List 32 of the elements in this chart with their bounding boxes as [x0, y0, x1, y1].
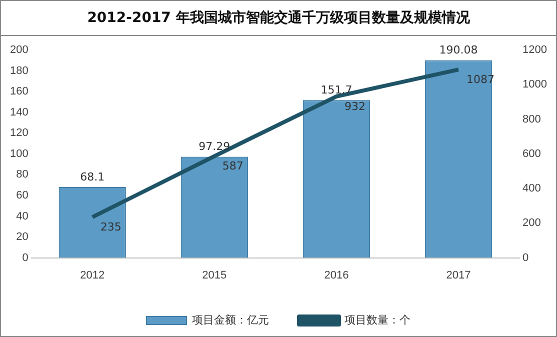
y-tick-label: 40: [16, 210, 28, 222]
y-tick-label: 120: [10, 127, 28, 140]
y2-tick-label: 0: [522, 252, 529, 264]
data-label: 190.08: [439, 44, 478, 57]
legend-label: 项目数量：个: [344, 314, 410, 327]
y-tick-label: 180: [10, 64, 28, 77]
y2-tick-label: 800: [522, 113, 541, 126]
y-tick-label: 0: [22, 252, 28, 264]
y-tick-label: 20: [16, 231, 28, 244]
data-label: 151.7: [320, 84, 352, 97]
x-tick-label: 2017: [446, 269, 471, 282]
y-tick-label: 80: [16, 168, 28, 181]
legend-label: 项目金额：亿元: [192, 314, 269, 327]
y2-tick-label: 1200: [522, 44, 548, 56]
y-tick-label: 140: [10, 106, 28, 118]
x-tick-label: 2012: [80, 269, 105, 282]
y-tick-label: 60: [16, 189, 28, 202]
y2-tick-label: 200: [522, 217, 541, 230]
data-label: 235: [100, 220, 122, 234]
data-label: 97.29: [198, 140, 230, 154]
x-tick-label: 2015: [202, 269, 227, 282]
y-tick-label: 160: [10, 86, 28, 98]
y2-tick-label: 600: [522, 148, 541, 160]
y-tick-label: 200: [10, 44, 28, 56]
y-tick-label: 100: [10, 148, 28, 160]
data-label: 587: [222, 160, 244, 173]
x-tick-label: 2016: [324, 269, 349, 282]
chart-title: 2012-2017 年我国城市智能交通千万级项目数量及规模情况: [1, 1, 556, 36]
data-label: 932: [344, 100, 366, 113]
y2-tick-label: 1000: [522, 78, 548, 91]
data-label: 68.1: [80, 170, 105, 184]
y2-tick-label: 400: [522, 182, 541, 195]
